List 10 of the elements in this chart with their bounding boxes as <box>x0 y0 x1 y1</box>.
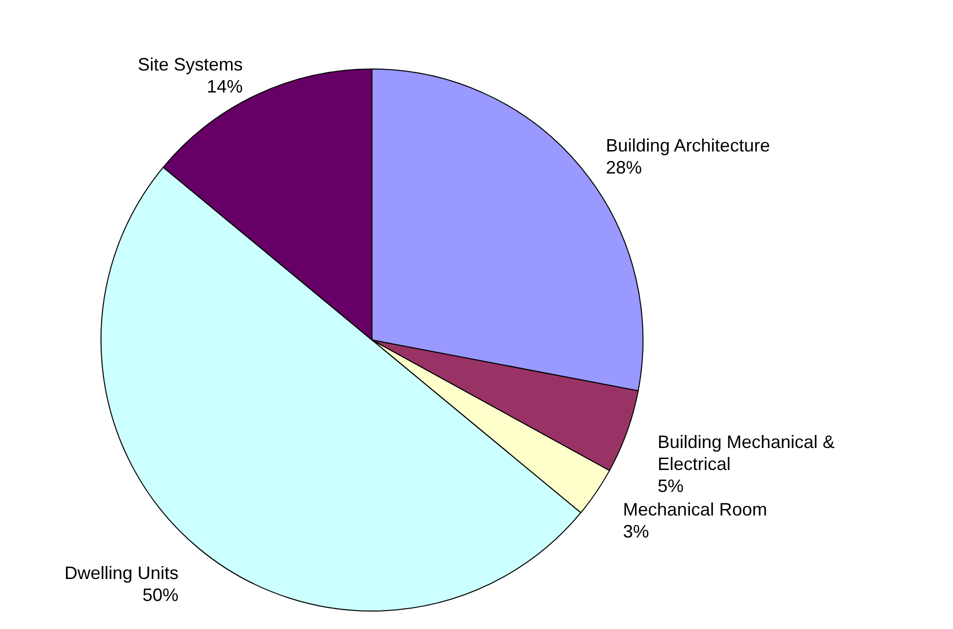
data-label: 50% <box>142 584 179 605</box>
slice-label: Building Mechanical & Electrical <box>658 432 835 474</box>
data-label: 14% <box>206 76 243 96</box>
slice-label: Site Systems <box>138 54 243 74</box>
slice-label: Dwelling Units <box>64 562 179 583</box>
slice-label: Mechanical Room <box>623 500 768 520</box>
data-label: 28% <box>606 158 642 178</box>
data-label: 5% <box>658 476 684 496</box>
slice-label: Building Architecture <box>606 136 770 156</box>
data-label: 3% <box>623 522 650 542</box>
